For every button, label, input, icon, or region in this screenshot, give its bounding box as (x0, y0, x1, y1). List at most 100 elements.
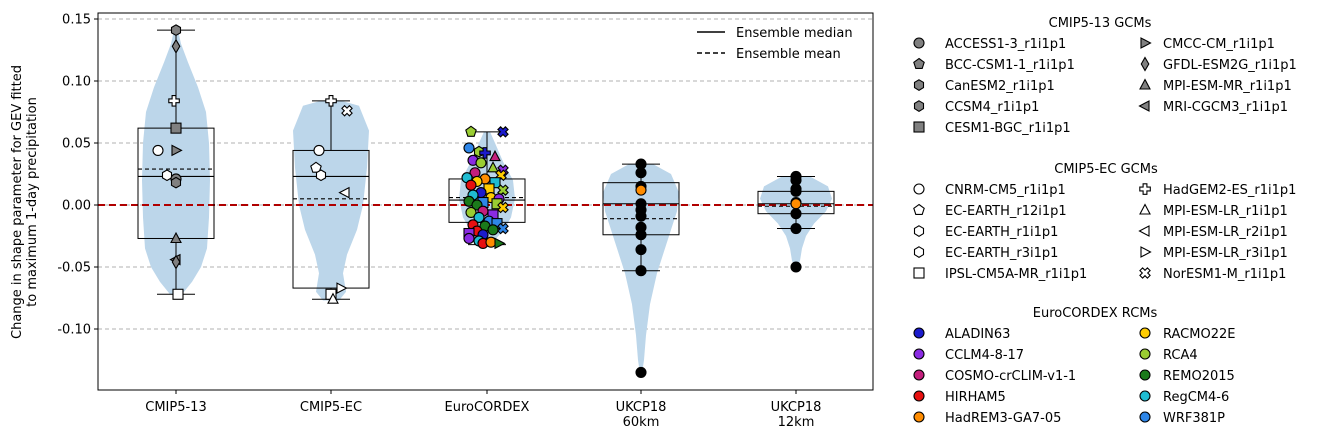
legend-marker (913, 369, 925, 381)
data-point (170, 176, 182, 189)
data-point (790, 261, 802, 273)
legend-label: HadREM3-GA7-05 (945, 411, 1061, 426)
data-point (790, 223, 802, 235)
legend-marker (1140, 37, 1152, 49)
legend-marker (913, 225, 925, 237)
legend-marker (1138, 100, 1150, 112)
data-point (489, 177, 501, 189)
data-point (497, 222, 509, 235)
x-tick-label: EuroCORDEX (445, 400, 530, 415)
y-axis-label: Change in shape parameter for GEV fitted… (10, 65, 40, 339)
data-point (327, 292, 339, 304)
legend-marker (913, 411, 925, 423)
legend-group-title: CMIP5-13 GCMs (1049, 16, 1152, 31)
y-axis-label-line: Change in shape parameter for GEV fitted (10, 65, 25, 339)
points-3 (635, 158, 647, 378)
legend-marker (1139, 390, 1151, 402)
data-point (172, 288, 184, 300)
legend-label: WRF381P (1163, 411, 1225, 426)
legend-marker (913, 348, 925, 360)
legend-label: CCLM4-8-17 (945, 348, 1024, 363)
legend-label: BCC-CSM1-1_r1i1p1 (945, 58, 1075, 73)
legend-marker (913, 121, 925, 133)
box (292, 149, 370, 289)
legend-marker (1138, 225, 1150, 237)
data-point (463, 232, 475, 245)
y-tick-label: 0.00 (62, 199, 91, 214)
legend-label: RegCM4-6 (1163, 390, 1229, 405)
data-point (494, 237, 506, 250)
legend-label: CMCC-CM_r1i1p1 (1163, 37, 1275, 52)
legend-marker (913, 37, 925, 49)
legend-marker (913, 79, 925, 91)
points-0 (152, 24, 184, 300)
data-point (341, 104, 353, 117)
points-2 (461, 125, 509, 250)
legend-label: RCA4 (1163, 348, 1198, 363)
legend-label: EC-EARTH_r1i1p1 (945, 225, 1058, 240)
y-tick-label: -0.10 (57, 323, 91, 338)
legend-marker (1139, 203, 1151, 215)
legend-marker (913, 183, 925, 195)
data-point (465, 206, 477, 218)
legend-group-title: EuroCORDEX RCMs (1033, 306, 1158, 321)
data-point (497, 201, 509, 214)
legend-label: MPI-ESM-MR_r1i1p1 (1163, 79, 1292, 94)
legend-marker (1139, 411, 1151, 423)
legend-label: EC-EARTH_r3i1p1 (945, 246, 1058, 261)
data-point (475, 157, 487, 169)
legend-marker (913, 57, 925, 69)
data-point (489, 149, 501, 162)
legend-marker (1139, 369, 1151, 381)
data-point (310, 161, 322, 173)
legend-marker (1139, 183, 1151, 195)
legend-label: Ensemble mean (736, 47, 841, 62)
data-point (497, 126, 509, 138)
data-point (463, 142, 475, 154)
data-point (473, 211, 485, 223)
legend-label: RACMO22E (1163, 327, 1235, 342)
data-point (487, 161, 499, 173)
legend-label: REMO2015 (1163, 369, 1235, 384)
y-tick-label: 0.15 (62, 13, 91, 28)
legend-label: Ensemble median (736, 26, 853, 41)
data-point (635, 210, 647, 222)
points-4 (790, 170, 802, 273)
legend-marker (1140, 56, 1150, 72)
legend-label: HadGEM2-ES_r1i1p1 (1163, 183, 1296, 198)
legend-group-title: CMIP5-EC GCMs (1054, 162, 1158, 177)
legend-marker (913, 100, 925, 112)
data-point (487, 224, 499, 236)
legend-marker (913, 327, 925, 339)
legend-marker (1140, 246, 1152, 258)
legend-marker (913, 203, 925, 215)
x-tick-label: CMIP5-EC (300, 400, 362, 415)
legend-label: HIRHAM5 (945, 390, 1006, 405)
legend-label: MRI-CGCM3_r1i1p1 (1163, 100, 1288, 115)
legend-label: NorESM1-M_r1i1p1 (1163, 267, 1286, 282)
data-point (170, 24, 182, 37)
data-point (635, 366, 647, 378)
y-tick-label: -0.05 (57, 261, 91, 276)
x-tick-label: UKCP18 (771, 400, 822, 415)
legend-label: ACCESS1-3_r1i1p1 (945, 37, 1066, 52)
legend-label: MPI-ESM-LR_r3i1p1 (1163, 246, 1288, 261)
x-tick-label: 60km (623, 415, 660, 430)
data-point (313, 144, 325, 156)
legend-label: CESM1-BGC_r1i1p1 (945, 121, 1071, 136)
legend-marker (913, 246, 925, 258)
data-point (790, 185, 802, 197)
data-point (336, 282, 348, 295)
legend-label: IPSL-CM5A-MR_r1i1p1 (945, 267, 1087, 282)
y-axis-label-line: to maximum 1-day precipitation (25, 97, 40, 307)
points-1 (310, 95, 353, 304)
legend-marker (1139, 78, 1151, 90)
data-point (171, 38, 181, 54)
x-tick-label: CMIP5-13 (145, 400, 206, 415)
legend-label: CNRM-CM5_r1i1p1 (945, 183, 1066, 198)
legend-label: CCSM4_r1i1p1 (945, 100, 1039, 115)
data-point (152, 144, 164, 156)
data-point (635, 244, 647, 256)
data-point (635, 229, 647, 241)
